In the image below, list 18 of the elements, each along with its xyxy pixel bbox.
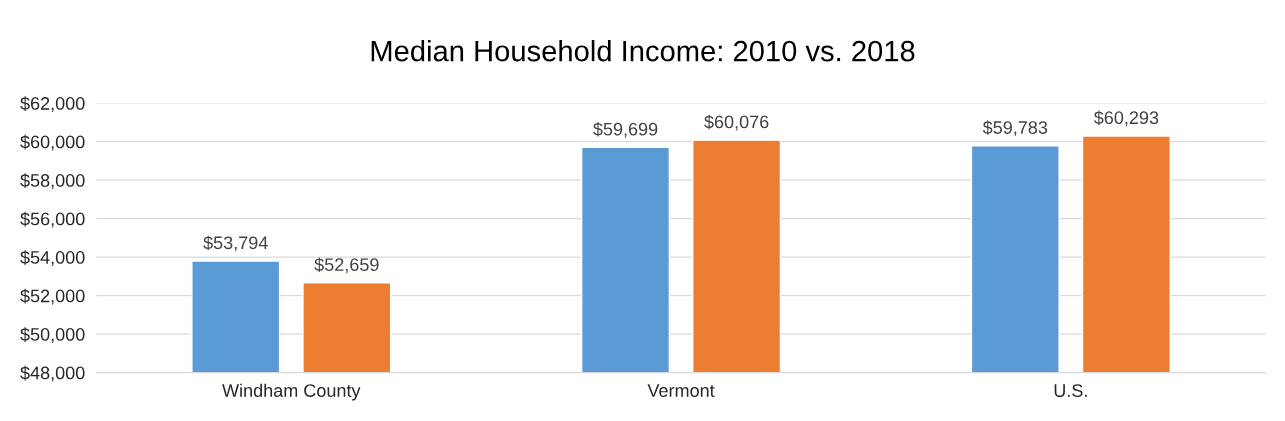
y-tick-label: $48,000: [20, 365, 85, 382]
y-tick-label: $60,000: [20, 134, 85, 151]
y-tick-label: $56,000: [20, 211, 85, 228]
chart-title: Median Household Income: 2010 vs. 2018: [371, 40, 915, 62]
data-label: $53,794: [203, 235, 268, 252]
data-label: $60,076: [704, 114, 769, 131]
y-tick-label: $50,000: [20, 327, 85, 343]
y-tick-label: $62,000: [20, 96, 85, 112]
y-tick-label: $54,000: [20, 250, 85, 266]
x-tick-label: U.S.: [1054, 384, 1087, 397]
x-tick-label: Windham County: [222, 383, 361, 401]
y-tick-label: $58,000: [20, 173, 85, 189]
data-label: $52,659: [314, 257, 379, 274]
data-label: $60,293: [1093, 110, 1159, 127]
x-tick-label: Vermont: [647, 384, 715, 397]
data-label: $59,699: [593, 121, 658, 138]
y-tick-label: $52,000: [20, 288, 85, 305]
data-label: $59,783: [982, 120, 1048, 137]
